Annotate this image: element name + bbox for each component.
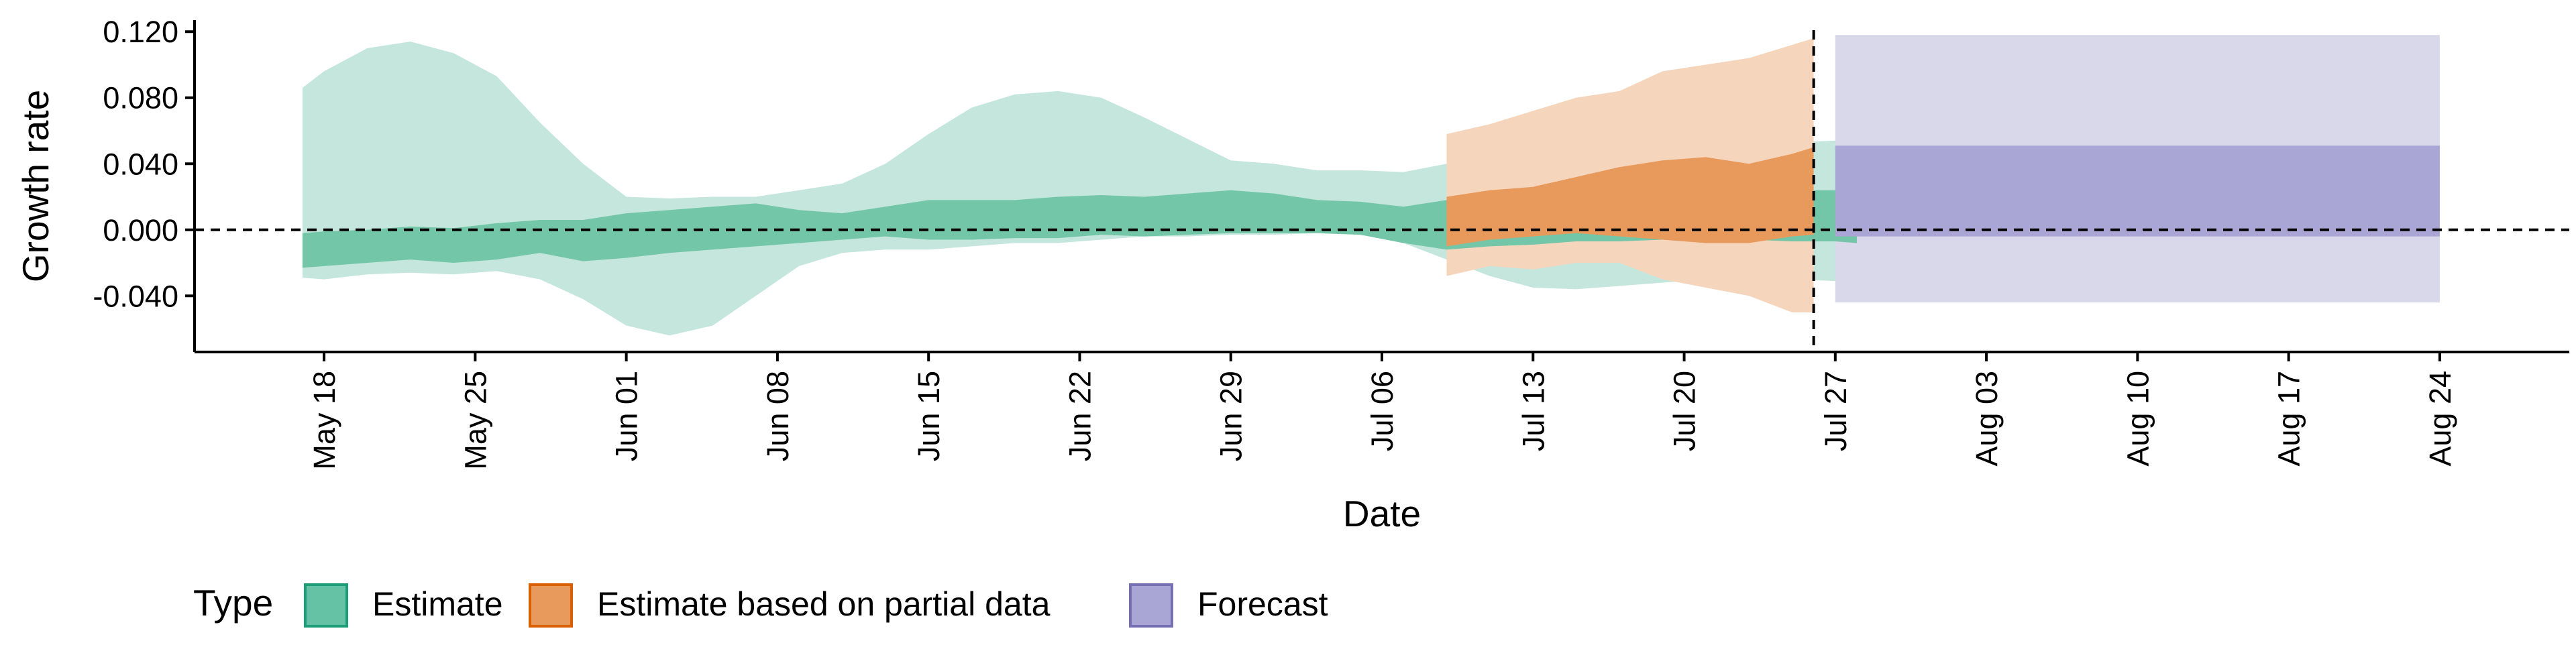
x-tick-label: May 18 bbox=[307, 371, 341, 470]
legend-label-estimate-based-on-partial-data: Estimate based on partial data bbox=[597, 585, 1051, 623]
forecast-inner-band bbox=[1835, 145, 2440, 237]
band-layer bbox=[302, 35, 2440, 336]
x-axis-title: Date bbox=[1343, 493, 1421, 534]
estimate-based-on-partial-data-inner-band bbox=[1446, 147, 1814, 247]
y-tick-label: 0.120 bbox=[103, 15, 178, 49]
legend-label-estimate: Estimate bbox=[372, 585, 503, 623]
x-tick-label: Jun 22 bbox=[1063, 371, 1097, 461]
x-tick-label: Jul 27 bbox=[1819, 371, 1853, 451]
x-tick-label: May 25 bbox=[458, 371, 492, 470]
y-axis-title: Growth rate bbox=[15, 90, 56, 282]
x-tick-label: Aug 03 bbox=[1970, 371, 2004, 467]
y-tick-label: 0.040 bbox=[103, 147, 178, 181]
y-tick-label: -0.040 bbox=[93, 279, 178, 313]
legend: Type Estimate Estimate based on partial da… bbox=[193, 582, 1328, 628]
legend-title: Type bbox=[193, 582, 273, 624]
x-tick-label: Aug 17 bbox=[2272, 371, 2306, 467]
legend-key-forecast bbox=[1129, 583, 1173, 628]
x-tick-label: Jun 08 bbox=[761, 371, 795, 461]
legend-key-estimate-based-on-partial-data bbox=[529, 583, 573, 628]
x-tick-label: Jul 13 bbox=[1516, 371, 1550, 451]
legend-label-forecast: Forecast bbox=[1197, 585, 1328, 623]
y-tick-label: 0.080 bbox=[103, 81, 178, 115]
y-tick-label: 0.000 bbox=[103, 213, 178, 247]
x-tick-label: Jul 20 bbox=[1668, 371, 1702, 451]
x-tick-label: Aug 24 bbox=[2423, 371, 2457, 467]
x-tick-label: Jun 01 bbox=[610, 371, 644, 461]
x-tick-label: Jun 29 bbox=[1214, 371, 1248, 461]
legend-key-estimate bbox=[304, 583, 348, 628]
x-tick-label: Aug 10 bbox=[2121, 371, 2155, 467]
axes: -0.040 0.000 0.040 0.080 0.120 May 18 May 25 Ju… bbox=[15, 15, 2569, 534]
x-tick-label: Jul 06 bbox=[1365, 371, 1399, 451]
reference-lines bbox=[195, 30, 2569, 352]
x-tick-label: Jun 15 bbox=[912, 371, 946, 461]
